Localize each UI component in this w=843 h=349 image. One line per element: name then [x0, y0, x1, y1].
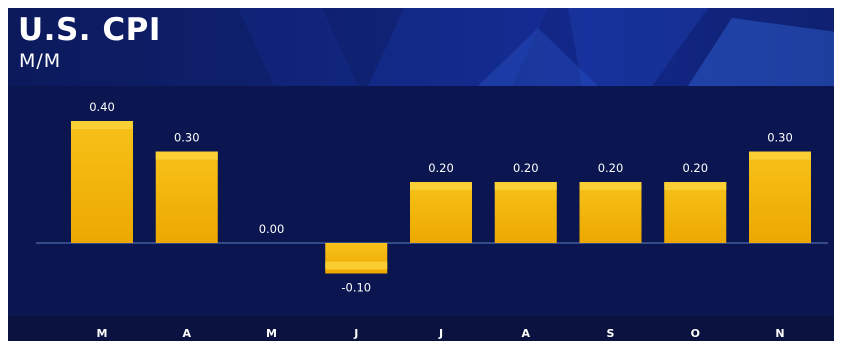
- bar-highlight-4: [410, 182, 472, 190]
- x-tick-label-0: M: [97, 327, 108, 340]
- bar-value-label-1: 0.30: [174, 131, 200, 145]
- bar-chart: 0.40 M 0.30 A 0.00 M -0.10 J 0.20 J 0.20 A 0.20 S 0.20…: [36, 100, 828, 340]
- x-tick-label-7: O: [691, 327, 700, 340]
- x-tick-label-2: M: [266, 327, 277, 340]
- x-tick-label-3: J: [353, 327, 358, 340]
- bar-value-label-4: 0.20: [428, 161, 454, 175]
- chart-subtitle: M/M: [19, 50, 62, 72]
- bar-5: [494, 182, 557, 243]
- x-tick-label-1: A: [182, 327, 191, 340]
- bar-value-label-3: -0.10: [341, 281, 371, 295]
- x-axis-band: [8, 316, 834, 341]
- bar-value-label-5: 0.20: [513, 161, 539, 175]
- bar-4: [410, 182, 472, 243]
- bar-0: [71, 121, 133, 243]
- chart-title: U.S. CPI: [18, 12, 161, 48]
- bar-7: [664, 182, 727, 243]
- bar-highlight-5: [494, 182, 557, 190]
- bar-highlight-6: [579, 182, 642, 190]
- chart-frame: U.S. CPI M/M 0.40 M 0.30 A 0.00 M -0.10 J 0.20 J 0…: [8, 8, 834, 341]
- x-tick-label-5: A: [521, 327, 530, 340]
- bar-value-label-7: 0.20: [682, 161, 708, 175]
- bar-highlight-0: [71, 121, 133, 129]
- bar-value-label-6: 0.20: [598, 161, 624, 175]
- bar-highlight-7: [664, 182, 727, 190]
- background-facet: [368, 8, 548, 86]
- bar-highlight-3: [325, 261, 388, 270]
- header-band: [8, 8, 834, 86]
- bar-highlight-1: [155, 151, 218, 160]
- x-tick-label-4: J: [438, 327, 443, 340]
- x-tick-label-6: S: [607, 327, 615, 340]
- bar-6: [579, 182, 642, 243]
- bar-8: [749, 151, 811, 243]
- bar-highlight-8: [749, 151, 811, 160]
- bar-1: [155, 151, 218, 243]
- bar-value-label-2: 0.00: [259, 222, 285, 236]
- bar-value-label-0: 0.40: [89, 100, 115, 114]
- bar-value-label-8: 0.30: [767, 131, 793, 145]
- x-tick-label-8: N: [775, 327, 784, 340]
